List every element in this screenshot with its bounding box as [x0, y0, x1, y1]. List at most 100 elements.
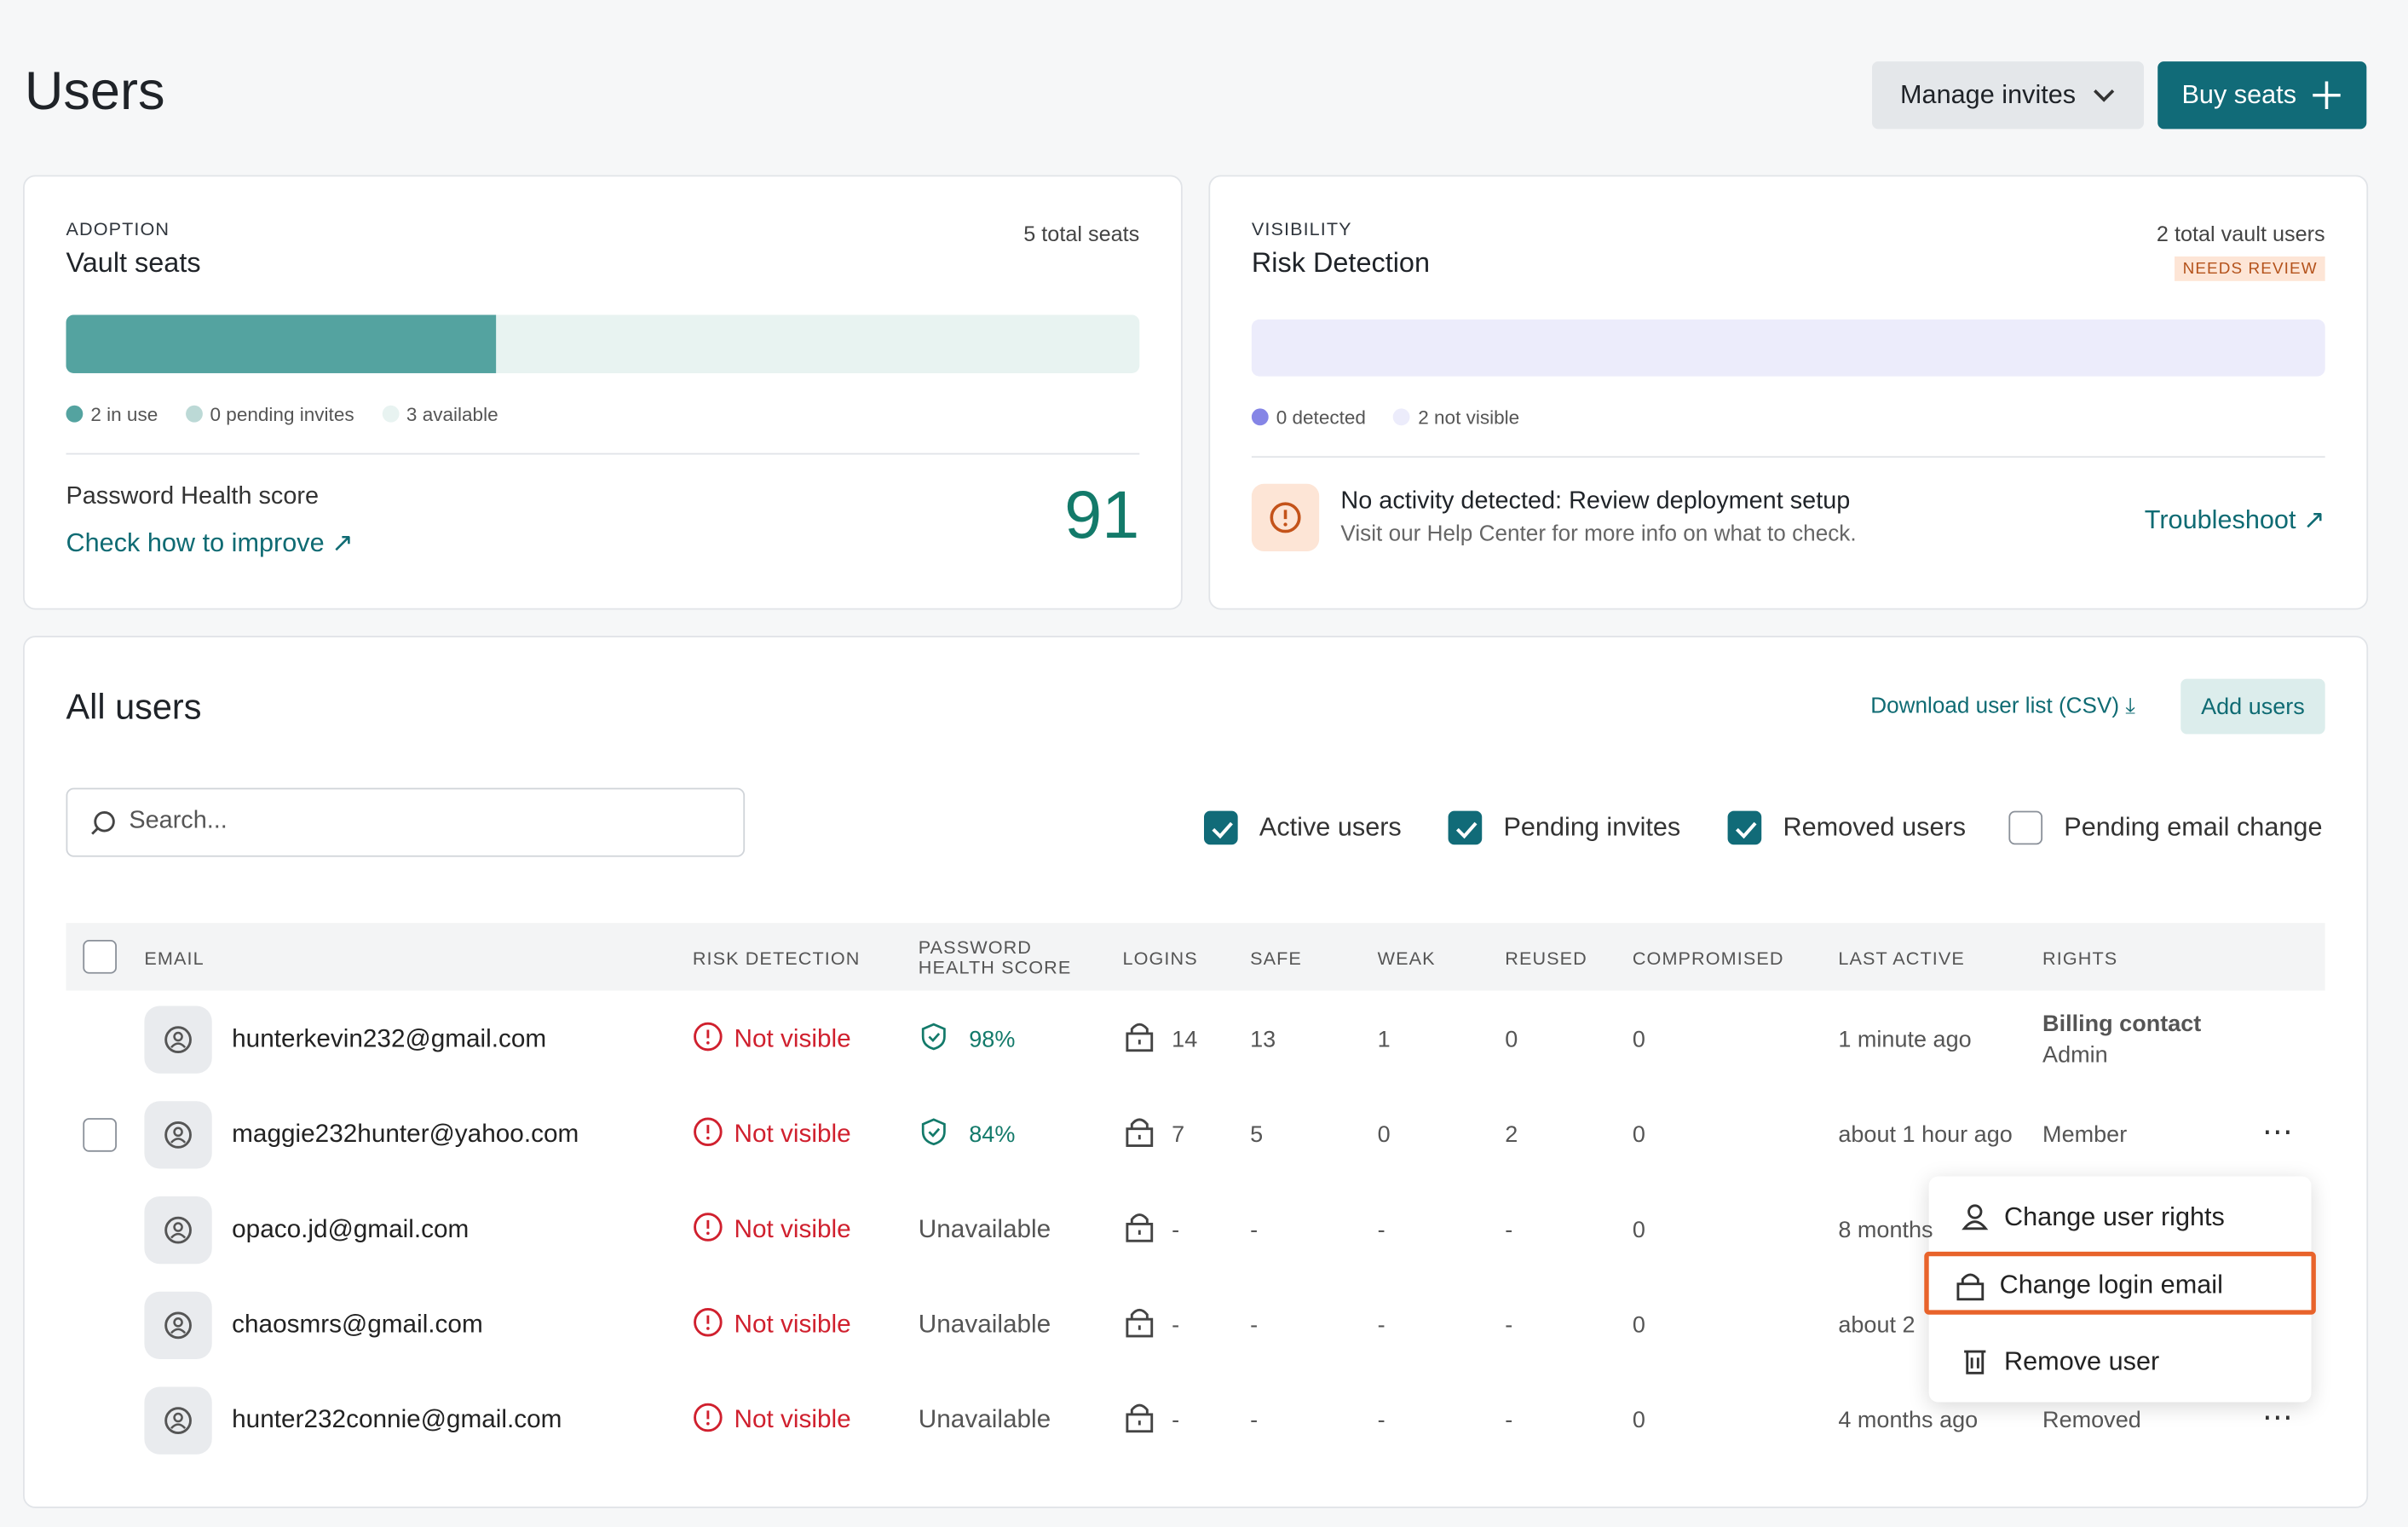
cell-weak: -: [1377, 1217, 1385, 1243]
filter-label: Removed users: [1783, 812, 1967, 842]
risk-icon: [693, 1307, 723, 1344]
column-header: SAFE: [1250, 948, 1302, 970]
cell-health: 84%: [969, 1121, 1016, 1149]
cell-email: hunterkevin232@gmail.com: [232, 1025, 547, 1053]
legend-item: 2 in use: [90, 404, 158, 426]
user-avatar: [144, 1101, 212, 1169]
column-header: REUSED: [1505, 948, 1587, 970]
visibility-card: VISIBILITY Risk Detection 2 total vault …: [1208, 175, 2369, 610]
legend-item: 3 available: [406, 404, 498, 426]
filter-checkbox[interactable]: [1204, 810, 1238, 845]
cell-reused: 2: [1505, 1121, 1518, 1149]
risk-icon: [693, 1212, 723, 1248]
table-header: [66, 923, 2325, 991]
row-checkbox[interactable]: [83, 1118, 117, 1152]
card-title: Risk Detection: [1251, 247, 1431, 279]
row-actions-menu: Change user rights Change login email Remo…: [1924, 1176, 2316, 1403]
total-users: 2 total vault users: [2156, 221, 2325, 246]
risk-icon: [693, 1022, 723, 1058]
cell-email: maggie232hunter@yahoo.com: [232, 1120, 579, 1149]
cell-reused: -: [1505, 1407, 1513, 1434]
cell-reused: -: [1505, 1217, 1513, 1243]
add-users-button[interactable]: Add users: [2180, 678, 2325, 735]
menu-item[interactable]: Remove user: [1929, 1325, 2312, 1394]
cell-risk: Not visible: [734, 1025, 851, 1053]
legend: 0 detected 2 not visible: [1251, 406, 1519, 429]
filter-checkbox[interactable]: [2008, 810, 2043, 845]
all-users-card: All users Download user list (CSV) ⤓ Add…: [23, 636, 2369, 1508]
user-avatar: [144, 1291, 212, 1360]
cell-risk: Not visible: [734, 1215, 851, 1243]
download-link[interactable]: Download user list (CSV) ⤓: [1870, 694, 2135, 719]
shield-icon: [919, 1116, 949, 1153]
cell-safe: -: [1250, 1407, 1259, 1434]
filter-checkbox[interactable]: [1448, 810, 1483, 845]
cell-logins: 7: [1172, 1121, 1185, 1149]
column-header: WEAK: [1377, 948, 1436, 970]
cell-compromised: 0: [1632, 1026, 1645, 1053]
risk-icon: [693, 1116, 723, 1153]
page-title: Users: [24, 61, 165, 122]
plus-icon: [2313, 81, 2342, 109]
link-text: Check how to improve: [66, 527, 325, 558]
cell-safe: -: [1250, 1217, 1259, 1243]
cell-safe: -: [1250, 1312, 1259, 1339]
legend-item: 0 detected: [1276, 406, 1366, 429]
alert-title: No activity detected: Review deployment …: [1340, 488, 1851, 515]
menu-item[interactable]: Change user rights: [1929, 1181, 2312, 1250]
alert-icon: [1251, 483, 1320, 552]
column-header: LAST ACTIVE: [1838, 948, 1965, 970]
cell-risk: Not visible: [734, 1311, 851, 1339]
section-title: All users: [66, 686, 202, 727]
health-link[interactable]: Check how to improve ↗: [66, 527, 354, 558]
card-label: ADOPTION: [66, 217, 170, 240]
button-label: Manage invites: [1900, 79, 2077, 109]
adoption-card: ADOPTION Vault seats 5 total seats 2 in …: [23, 175, 1183, 610]
user-avatar: [144, 1196, 212, 1265]
cell-compromised: 0: [1632, 1217, 1645, 1243]
troubleshoot-link[interactable]: Troubleshoot ↗: [2144, 504, 2325, 535]
cell-last-active: 1 minute ago: [1838, 1026, 1972, 1053]
manage-invites-button[interactable]: Manage invites: [1872, 61, 2145, 130]
row-actions-button[interactable]: ⋯: [2261, 1401, 2295, 1436]
risk-bar: [1251, 319, 2325, 377]
user-avatar: [144, 1386, 212, 1455]
cell-reused: 0: [1505, 1026, 1518, 1053]
cell-email: hunter232connie@gmail.com: [232, 1406, 562, 1434]
cell-weak: -: [1377, 1312, 1385, 1339]
filter-checkbox[interactable]: [1727, 810, 1762, 845]
needs-review-badge: NEEDS REVIEW: [2175, 256, 2325, 281]
menu-item-icon: [1960, 1201, 1990, 1239]
menu-item[interactable]: Change login email: [1924, 1251, 2316, 1315]
menu-item-label: Remove user: [2004, 1346, 2160, 1376]
cell-last-active: about 1 hour ago: [1838, 1121, 2013, 1149]
cell-weak: 1: [1377, 1026, 1391, 1053]
cell-health: Unavailable: [918, 1215, 1051, 1243]
cell-rights: Removed: [2042, 1407, 2141, 1434]
cell-risk: Not visible: [734, 1406, 851, 1434]
button-label: Add users: [2201, 693, 2305, 720]
search-placeholder: Search...: [129, 808, 228, 834]
menu-item-icon: [1960, 1345, 1990, 1384]
legend-item: 0 pending invites: [210, 404, 354, 426]
user-avatar: [144, 1006, 212, 1074]
cell-compromised: 0: [1632, 1407, 1645, 1434]
cell-logins: -: [1172, 1217, 1180, 1243]
link-text: Download user list (CSV): [1870, 694, 2120, 719]
cell-health: Unavailable: [918, 1311, 1051, 1339]
alert-text: Visit our Help Center for more info on w…: [1340, 521, 1857, 547]
cell-rights: Billing contact: [2042, 1011, 2202, 1038]
row-actions-button[interactable]: ⋯: [2261, 1115, 2295, 1150]
buy-seats-button[interactable]: Buy seats: [2157, 61, 2367, 130]
cell-email: opaco.jd@gmail.com: [232, 1215, 470, 1243]
cell-logins: -: [1172, 1407, 1180, 1434]
search-input[interactable]: Search...: [66, 787, 746, 857]
lock-icon: [1122, 1020, 1156, 1060]
column-header: RISK DETECTION: [692, 948, 861, 970]
button-label: Buy seats: [2181, 79, 2297, 109]
column-header: EMAIL: [144, 948, 205, 970]
select-all-checkbox[interactable]: [83, 940, 117, 974]
filter-label: Active users: [1259, 812, 1402, 842]
health-label: Password Health score: [66, 483, 320, 510]
